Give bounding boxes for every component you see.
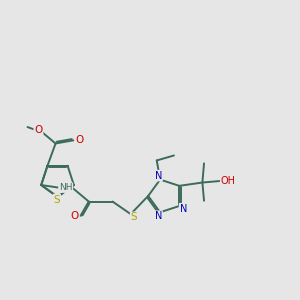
Text: S: S: [54, 194, 60, 205]
Text: S: S: [131, 212, 137, 222]
Text: N: N: [179, 204, 187, 214]
Text: O: O: [75, 135, 83, 145]
Text: N: N: [155, 171, 162, 181]
Text: O: O: [34, 125, 43, 135]
Text: OH: OH: [220, 176, 236, 186]
Text: O: O: [70, 211, 79, 221]
Text: NH: NH: [59, 183, 72, 192]
Text: N: N: [155, 211, 162, 221]
